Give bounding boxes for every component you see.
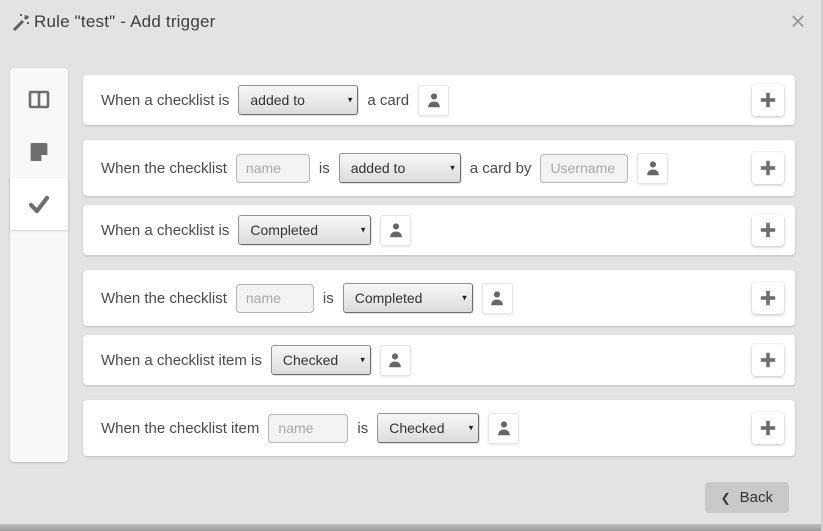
- close-icon[interactable]: ×: [783, 6, 813, 36]
- username-input[interactable]: [540, 153, 629, 183]
- chevron-down-icon: ▾: [462, 292, 467, 303]
- person-button[interactable]: [379, 344, 411, 376]
- checklist-name-input[interactable]: [235, 283, 314, 313]
- trigger-row: When a checklist item is Checked ▾: [83, 335, 795, 385]
- tab-card-triggers[interactable]: [10, 126, 68, 178]
- trigger-row: When a checklist is Completed ▾: [83, 205, 795, 255]
- trigger-text: is: [357, 419, 369, 437]
- add-trigger-button[interactable]: [752, 214, 784, 246]
- plus-icon: [760, 222, 776, 238]
- trigger-row: When a checklist is added to ▾ a card: [83, 75, 795, 125]
- card-icon: [30, 143, 48, 161]
- chevron-down-icon: ▾: [360, 354, 365, 365]
- checklist-state-select[interactable]: Completed ▾: [342, 283, 473, 313]
- checklist-action-select[interactable]: added to ▾: [338, 153, 461, 183]
- chevron-down-icon: ▾: [450, 162, 455, 173]
- back-button[interactable]: ❮ Back: [704, 482, 789, 513]
- trigger-text: is: [318, 159, 330, 177]
- trigger-text: When a checklist is: [101, 91, 230, 109]
- trigger-row: When the checklist is Completed ▾: [83, 270, 795, 326]
- dialog-bottom-edge: [0, 524, 821, 531]
- checklist-action-select[interactable]: added to ▾: [238, 85, 359, 115]
- add-trigger-button[interactable]: [752, 282, 784, 314]
- person-button[interactable]: [481, 282, 513, 314]
- checklist-item-state-select[interactable]: Checked ▾: [377, 413, 480, 443]
- trigger-text: When the checklist: [101, 289, 227, 307]
- board-columns-icon: [28, 90, 50, 109]
- person-icon: [491, 291, 504, 306]
- person-icon: [427, 93, 440, 108]
- tab-checklist-triggers[interactable]: [10, 178, 68, 230]
- chevron-left-icon: ❮: [720, 490, 731, 505]
- plus-icon: [760, 420, 776, 436]
- person-icon: [389, 353, 402, 368]
- trigger-text: is: [322, 289, 334, 307]
- person-icon: [497, 421, 510, 436]
- tab-board-triggers[interactable]: [10, 74, 68, 126]
- plus-icon: [760, 160, 776, 176]
- chevron-down-icon: ▾: [360, 224, 366, 235]
- trigger-text: When the checklist: [101, 159, 227, 177]
- add-trigger-button[interactable]: [752, 344, 784, 376]
- trigger-text: When a checklist is: [101, 221, 230, 239]
- add-trigger-button[interactable]: [752, 412, 784, 444]
- person-button[interactable]: [380, 214, 412, 246]
- add-trigger-button[interactable]: [752, 152, 784, 184]
- checklist-state-select[interactable]: Completed ▾: [238, 215, 372, 245]
- checklist-item-state-select[interactable]: Checked ▾: [270, 345, 371, 375]
- person-icon: [390, 223, 402, 238]
- plus-icon: [760, 352, 776, 368]
- checklist-item-name-input[interactable]: [268, 413, 349, 443]
- person-button[interactable]: [637, 152, 669, 184]
- trigger-text: a card: [367, 91, 410, 109]
- back-button-label: Back: [739, 489, 773, 506]
- person-button[interactable]: [488, 412, 520, 444]
- checklist-name-input[interactable]: [235, 153, 310, 183]
- person-button[interactable]: [418, 84, 450, 116]
- trigger-type-sidebar: [10, 68, 68, 462]
- trigger-row: When the checklist is added to ▾ a card …: [83, 140, 795, 196]
- dialog-title: Rule "test" - Add trigger: [34, 12, 216, 31]
- trigger-text: a card by: [469, 159, 532, 177]
- add-trigger-button[interactable]: [752, 84, 784, 116]
- magic-wand-icon: [12, 14, 30, 32]
- plus-icon: [760, 290, 776, 306]
- trigger-text: When a checklist item is: [101, 351, 262, 369]
- trigger-text: When the checklist item: [101, 419, 260, 437]
- plus-icon: [760, 92, 776, 108]
- chevron-down-icon: ▾: [468, 422, 474, 433]
- chevron-down-icon: ▾: [347, 94, 353, 105]
- checkmark-icon: [28, 195, 50, 214]
- trigger-row: When the checklist item is Checked ▾: [83, 400, 795, 456]
- dialog-header: Rule "test" - Add trigger ×: [0, 0, 821, 48]
- person-icon: [647, 161, 659, 176]
